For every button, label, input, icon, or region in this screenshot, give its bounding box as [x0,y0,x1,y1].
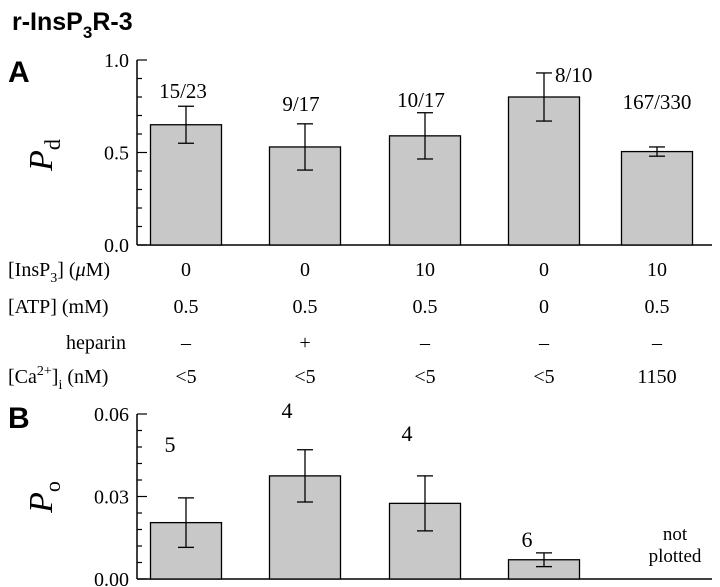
condition-value: – [651,332,663,354]
condition-value: 10 [415,259,435,281]
condition-value: + [299,332,310,354]
panel-a-bar-label: 15/23 [159,79,207,103]
condition-value: 0.5 [293,296,318,318]
panel-a-ylabel: Pd [23,139,65,172]
condition-value: 1150 [637,366,676,388]
panel-a-bar [149,124,223,246]
condition-value: 0.5 [174,296,199,318]
panel-b-ytick-label: 0.06 [94,404,129,426]
condition-value: – [180,332,192,354]
panel-a-bar-label: 167/330 [623,90,692,114]
condition-value: 0 [539,259,549,281]
panel-a-bar [620,150,694,246]
panel-a-bar-label: 8/10 [555,63,592,87]
panel-b-bar-label: 4 [282,398,293,423]
panel-b-plot: 0.00 0.03 0.06 5 4 4 6 not plotted [94,398,712,587]
panel-b-ytick-label: 0.03 [94,487,129,509]
panel-a-ytick-label: 0.0 [104,235,129,257]
condition-value: 0 [539,296,549,318]
condition-value: <5 [414,366,435,388]
panel-b-letter: B [8,402,30,435]
condition-value: 0.5 [413,296,438,318]
panel-a-ytick-label: 1.0 [104,50,129,72]
panel-b-ylabel: Po [23,481,65,514]
condition-value: – [419,332,431,354]
condition-value: <5 [294,366,315,388]
condition-value: 0.5 [645,296,670,318]
condition-value: <5 [533,366,554,388]
condition-row-label: heparin [66,332,126,354]
not-plotted-note: not plotted [649,524,702,567]
condition-value: – [538,332,550,354]
panel-b-bar-label: 5 [165,432,176,457]
panel-b-ytick-label: 0.00 [94,569,129,587]
condition-value: 0 [181,259,191,281]
panel-a-letter: A [8,56,30,89]
condition-value: <5 [175,366,196,388]
panel-a-bar-label: 10/17 [397,88,445,112]
panel-a-ytick-label: 0.5 [104,143,129,165]
condition-row-label: [ATP] (mM) [8,296,109,318]
panel-b-bar-label: 4 [402,421,413,446]
figure-title: r-InsP3R-3 [12,8,133,42]
panel-a-plot: 0.0 0.5 1.0 15/23 9/17 10/17 8/10 167/330 [104,50,712,257]
conditions-table: [InsP3] (μM) 0 0 10 0 10 [ATP] (mM) 0.5 0.5 0.5 0 0… [8,259,677,393]
condition-value: 0 [300,259,310,281]
condition-row-label: [Ca2+]i (nM) [8,364,108,393]
condition-value: 10 [647,259,667,281]
panel-b-bar-label: 6 [522,527,533,552]
condition-row-label: [InsP3] (μM) [8,259,110,286]
panel-a-bar-label: 9/17 [282,92,319,116]
